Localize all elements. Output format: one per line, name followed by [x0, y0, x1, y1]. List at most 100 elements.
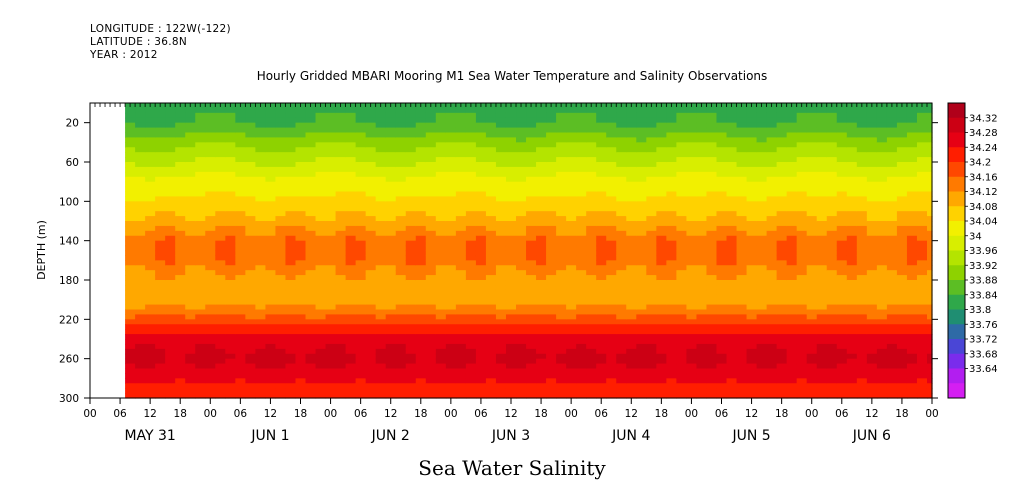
salinity-cell	[425, 250, 437, 257]
salinity-cell	[736, 299, 748, 306]
salinity-cell	[606, 368, 617, 375]
salinity-cell	[285, 343, 297, 350]
salinity-cell	[295, 265, 307, 271]
salinity-cell	[235, 324, 246, 330]
salinity-cell	[495, 383, 507, 389]
salinity-cell	[135, 142, 146, 148]
salinity-cell	[345, 196, 357, 202]
salinity-cell	[876, 319, 888, 325]
salinity-cell	[796, 289, 808, 296]
salinity-cell	[225, 319, 236, 325]
salinity-cell	[335, 299, 347, 306]
salinity-cell	[836, 230, 848, 237]
salinity-cell	[606, 147, 617, 153]
salinity-cell	[485, 348, 497, 355]
salinity-cell	[465, 324, 477, 330]
salinity-cell	[786, 107, 798, 114]
salinity-cell	[746, 343, 758, 350]
salinity-cell	[335, 319, 347, 325]
salinity-cell	[245, 240, 256, 247]
salinity-cell	[155, 127, 166, 134]
salinity-cell	[465, 196, 477, 202]
salinity-cell	[726, 388, 738, 394]
salinity-cell	[455, 211, 467, 217]
salinity-cell	[165, 309, 176, 316]
salinity-cell	[325, 240, 337, 247]
salinity-cell	[616, 294, 627, 301]
salinity-cell	[536, 176, 547, 183]
salinity-cell	[485, 137, 497, 143]
salinity-cell	[305, 137, 317, 143]
salinity-cell	[526, 353, 537, 360]
salinity-cell	[806, 309, 818, 316]
salinity-cell	[776, 388, 788, 394]
salinity-cell	[826, 176, 838, 183]
salinity-cell	[646, 294, 657, 301]
salinity-cell	[375, 186, 387, 193]
salinity-cell	[365, 334, 377, 340]
salinity-cell	[265, 137, 277, 143]
salinity-cell	[926, 147, 933, 153]
salinity-cell	[666, 324, 677, 330]
salinity-cell	[445, 260, 457, 266]
salinity-cell	[686, 270, 698, 276]
salinity-cell	[736, 383, 748, 389]
salinity-cell	[846, 265, 858, 271]
salinity-cell	[465, 339, 477, 345]
salinity-cell	[415, 107, 427, 114]
salinity-cell	[255, 122, 267, 129]
salinity-cell	[896, 127, 908, 134]
salinity-cell	[175, 343, 186, 350]
salinity-cell	[856, 334, 868, 340]
salinity-cell	[415, 324, 427, 330]
salinity-cell	[846, 275, 858, 281]
salinity-cell	[125, 166, 136, 173]
salinity-cell	[335, 270, 347, 276]
salinity-cell	[275, 216, 287, 222]
salinity-cell	[275, 289, 287, 296]
salinity-cell	[566, 206, 577, 212]
salinity-cell	[706, 230, 718, 237]
salinity-cell	[806, 388, 818, 394]
salinity-cell	[926, 329, 933, 335]
salinity-cell	[435, 275, 447, 281]
salinity-cell	[395, 353, 407, 360]
salinity-cell	[125, 368, 136, 375]
salinity-cell	[816, 294, 828, 301]
salinity-cell	[666, 127, 677, 134]
salinity-cell	[576, 186, 587, 193]
salinity-cell	[335, 117, 347, 124]
salinity-cell	[465, 250, 477, 257]
salinity-cell	[425, 132, 437, 139]
salinity-cell	[245, 383, 256, 389]
salinity-cell	[435, 373, 447, 379]
salinity-cell	[335, 348, 347, 355]
salinity-cell	[856, 191, 868, 198]
salinity-cell	[445, 191, 457, 198]
salinity-cell	[265, 112, 277, 119]
salinity-cell	[145, 166, 156, 173]
salinity-cell	[195, 329, 206, 335]
salinity-cell	[806, 191, 818, 198]
salinity-cell	[886, 329, 898, 335]
salinity-cell	[165, 334, 176, 340]
salinity-cell	[195, 314, 206, 320]
salinity-cell	[516, 334, 527, 340]
salinity-cell	[746, 186, 758, 193]
salinity-cell	[285, 171, 297, 178]
salinity-cell	[906, 299, 918, 306]
salinity-cell	[445, 309, 457, 316]
salinity-cell	[556, 137, 567, 143]
salinity-cell	[846, 176, 858, 183]
salinity-cell	[185, 314, 196, 320]
salinity-cell	[676, 343, 688, 350]
salinity-cell	[516, 117, 527, 124]
salinity-cell	[505, 275, 517, 281]
salinity-cell	[536, 250, 547, 257]
salinity-cell	[445, 166, 457, 173]
salinity-cell	[145, 196, 156, 202]
salinity-cell	[455, 221, 467, 227]
salinity-cell	[465, 289, 477, 296]
salinity-cell	[566, 181, 577, 188]
salinity-cell	[856, 378, 868, 384]
